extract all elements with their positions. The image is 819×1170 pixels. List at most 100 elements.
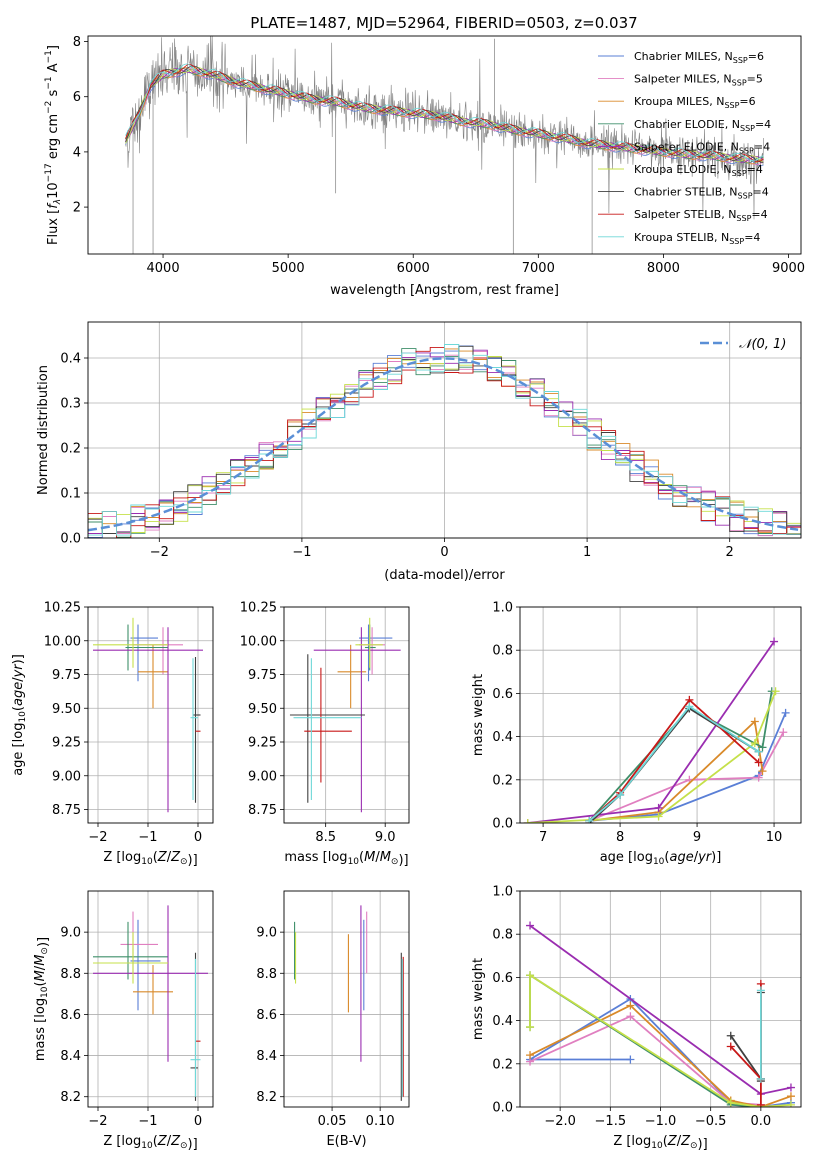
y-tick-label: 8.4 [60, 1049, 81, 1064]
y-tick-label: 8.8 [60, 967, 81, 982]
y-tick-label: 8.75 [52, 803, 81, 818]
model-kroupa_stelib [125, 63, 764, 162]
x-tick-label: 0 [194, 1114, 202, 1129]
x-axis-label: (data-model)/error [384, 568, 505, 583]
x-tick-label: 9000 [772, 261, 805, 276]
x-tick-label: 9 [693, 830, 701, 845]
axes-frame [87, 890, 214, 1108]
axes-frame [87, 35, 802, 255]
y-tick-label: 1.0 [492, 601, 513, 616]
y-tick-label: 9.25 [52, 736, 81, 751]
y-tick-label: 0.3 [60, 397, 81, 412]
marker-salpeter_stelib [754, 758, 763, 767]
y-tick-label: 10.25 [44, 601, 81, 616]
y-tick-label: 9.0 [60, 926, 81, 941]
marker-kroupa_miles [626, 1001, 635, 1010]
line-chabrier_elodie [529, 973, 761, 1107]
y-tick-label: 9.50 [248, 702, 277, 717]
x-tick-label: 7000 [522, 261, 555, 276]
x-tick-label: −1 [138, 1114, 157, 1129]
line-chabrier_stelib [730, 992, 762, 1082]
x-tick-label: 6000 [397, 261, 430, 276]
spectrum-panel: 4000 5000 6000 7000 8000 9000 2 4 6 8 wavelength [… [44, 35, 805, 298]
y-axis-label: mass [log10(M/M⊙)] [33, 937, 51, 1061]
y-tick-label: 4 [73, 145, 81, 160]
y-axis-label: Flux [fλ10−17 erg cm−2 s−1 A−1] [44, 45, 63, 245]
marker-kroupa_elodie [526, 971, 535, 980]
marker-kroupa_elodie [526, 1023, 535, 1032]
axes-frame [519, 606, 802, 824]
marker-kroupa_stelib [754, 747, 763, 756]
x-tick-label: 0.0 [751, 1114, 772, 1129]
legend-label-kroupa_miles: Kroupa MILES, NSSP=6 [634, 95, 756, 110]
legend-label-salpeter_stelib: Salpeter STELIB, NSSP=4 [634, 208, 768, 223]
x-tick-label: −1 [292, 545, 311, 560]
marker-kroupa_stelib [616, 790, 625, 799]
marker-chabrier_miles [626, 1055, 635, 1064]
y-tick-label: 0.4 [492, 1014, 513, 1029]
x-tick-label: 0 [440, 545, 448, 560]
y-tick-label: 2 [73, 201, 81, 216]
age-vs-mass-panel: 8.5 9.0 8.75 9.00 9.25 9.50 9.75 10.00 10.25 mass… [240, 601, 410, 868]
y-axis-label: age [log10(age/yr)] [11, 654, 28, 776]
x-tick-label: −1.5 [595, 1114, 627, 1129]
marker-salpeter_miles [626, 1012, 635, 1021]
y-tick-label: 8.4 [256, 1049, 277, 1064]
x-axis-label: mass [log10(M/M⊙)] [284, 850, 408, 868]
y-tick-label: 0.0 [492, 817, 513, 832]
y-tick-label: 1.0 [492, 885, 513, 900]
mass-vs-Z-panel: −2 −1 0 8.2 8.4 8.6 8.8 9.0 Z [log10(Z/Z⊙)] mass … [33, 890, 214, 1152]
legend-label-salpeter_miles: Salpeter MILES, NSSP=5 [634, 73, 763, 88]
marker-kroupa_elodie [771, 687, 780, 696]
marker-kroupa_stelib [756, 986, 765, 995]
legend-label-salpeter_elodie: Salpeter ELODIE, NSSP=4 [634, 140, 770, 155]
marker-chabrier_miles [781, 708, 790, 717]
x-tick-label: 0.10 [366, 1114, 395, 1129]
y-axis-label: mass weight [471, 674, 486, 756]
marker-kroupa_stelib [585, 816, 594, 823]
y-tick-label: 9.0 [256, 926, 277, 941]
marker-salpeter_elodie [770, 637, 779, 646]
y-tick-label: 9.00 [248, 769, 277, 784]
legend-label-kroupa_elodie: Kroupa ELODIE, NSSP=4 [634, 163, 763, 178]
y-tick-label: 0.4 [60, 352, 81, 367]
y-tick-label: 0.8 [492, 644, 513, 659]
y-tick-label: 8.6 [60, 1008, 81, 1023]
marker-kroupa_miles [750, 717, 759, 726]
y-tick-label: 8.75 [248, 803, 277, 818]
mass-vs-ebv-panel: 0.05 0.10 8.2 8.4 8.6 8.8 9.0 E(B-V) [256, 890, 410, 1149]
x-tick-label: 2 [726, 545, 734, 560]
marker-chabrier_stelib [726, 1031, 735, 1040]
errorbars [294, 905, 404, 1101]
spectrum-lines [125, 36, 764, 254]
marker-kroupa_stelib [756, 1074, 765, 1083]
y-tick-label: 8 [73, 35, 81, 50]
x-axis-label: E(B-V) [326, 1134, 366, 1149]
x-tick-label: −1.0 [645, 1114, 677, 1129]
errorbars [93, 905, 208, 1101]
line-salpeter_miles [588, 731, 785, 822]
figure-title: PLATE=1487, MJD=52964, FIBERID=0503, z=0… [250, 14, 637, 32]
marker-kroupa_miles [526, 1051, 535, 1060]
legend-label-chabrier_elodie: Chabrier ELODIE, NSSP=4 [634, 118, 771, 133]
legend-label-chabrier_stelib: Chabrier STELIB, NSSP=4 [634, 186, 769, 201]
x-tick-label: −2.0 [544, 1114, 576, 1129]
x-axis-label: age [log10(age/yr)] [600, 850, 722, 867]
marker-kroupa_elodie [786, 1100, 795, 1107]
marker-kroupa_elodie [726, 1098, 735, 1107]
y-tick-label: 10.25 [240, 601, 277, 616]
legend-label-kroupa_stelib: Kroupa STELIB, NSSP=4 [634, 231, 760, 246]
marker-kroupa_miles [758, 767, 767, 776]
y-tick-label: 0.6 [492, 971, 513, 986]
x-tick-label: 7 [539, 830, 547, 845]
y-tick-label: 6 [73, 90, 81, 105]
y-tick-label: 0.0 [60, 532, 81, 547]
marker-kroupa_elodie [750, 739, 759, 748]
marker-kroupa_elodie [654, 812, 663, 821]
y-tick-label: 9.25 [248, 736, 277, 751]
marker-salpeter_miles [779, 728, 788, 737]
y-tick-label: 0.2 [60, 442, 81, 457]
x-tick-label: 0.05 [318, 1114, 347, 1129]
line-kroupa_stelib [588, 705, 760, 822]
